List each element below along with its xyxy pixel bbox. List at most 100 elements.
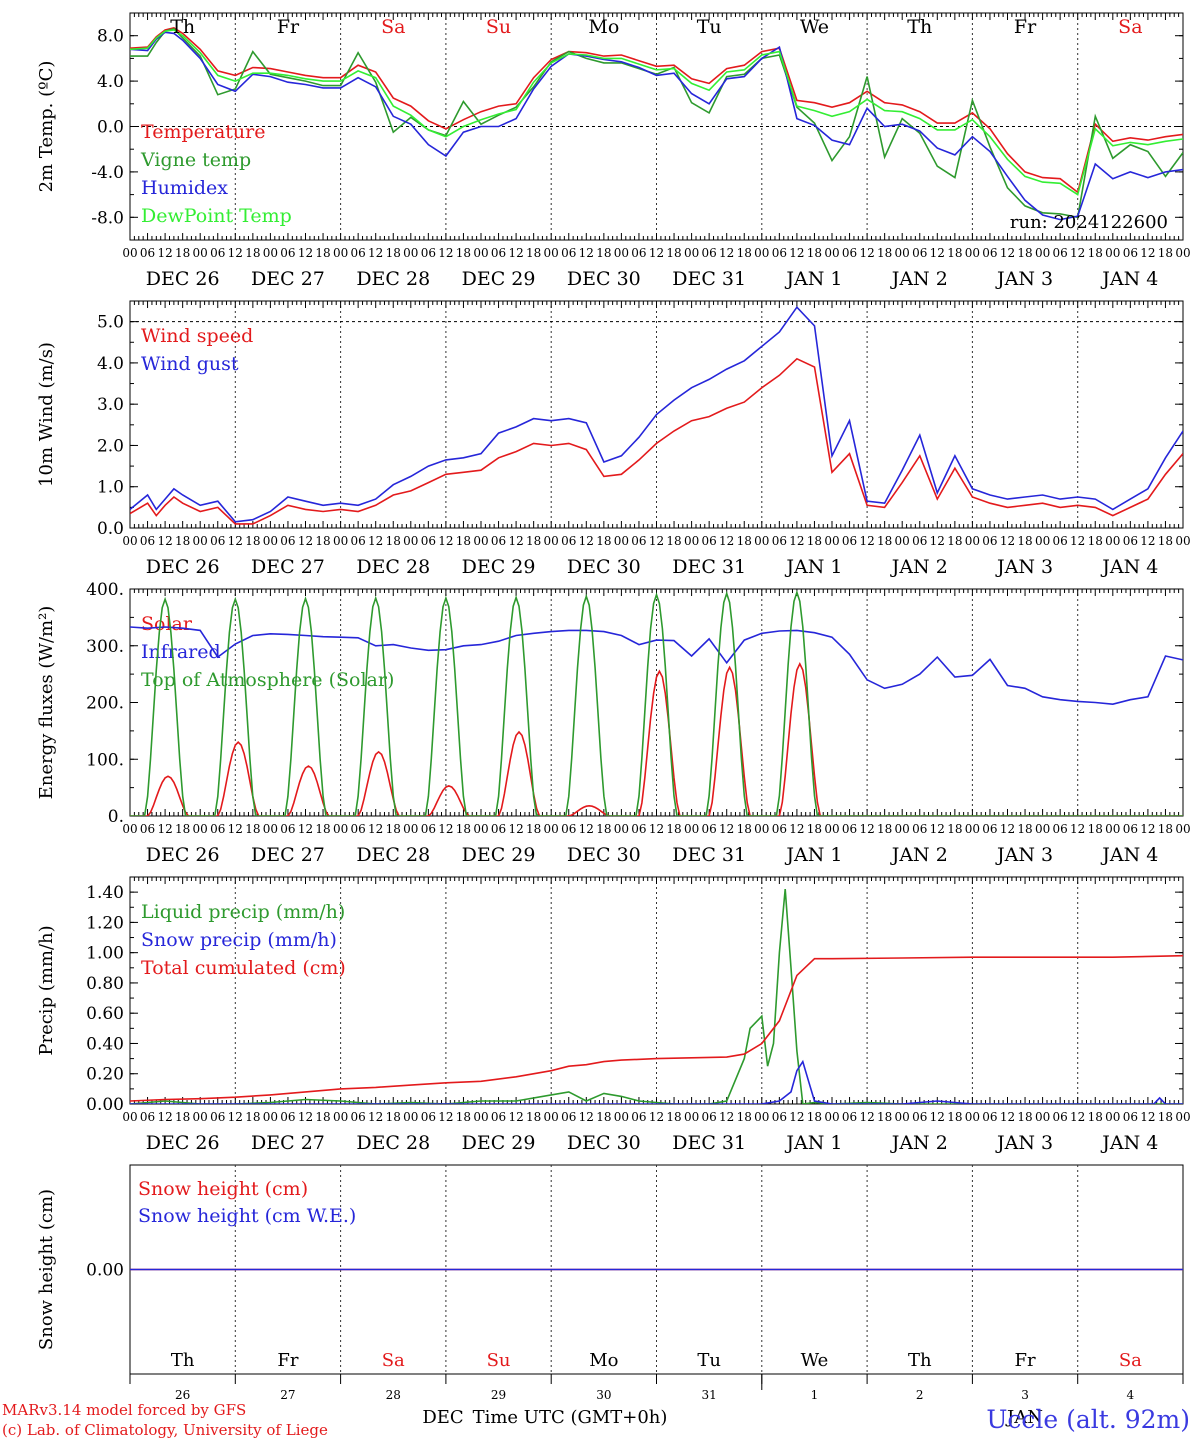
x-tick-label: 00 <box>263 1110 278 1124</box>
x-tick-label: 06 <box>631 246 646 260</box>
date-label: DEC 26 <box>146 268 220 290</box>
x-tick-label: 00 <box>473 534 488 548</box>
x-tick-label: 00 <box>544 1110 559 1124</box>
legend-entry: Wind gust <box>141 353 239 375</box>
y-tick-label: 1.0 <box>97 478 124 498</box>
x-tick-label: 12 <box>649 822 664 836</box>
y-tick-label: 0.80 <box>86 974 124 994</box>
date-label: DEC 29 <box>462 1132 536 1154</box>
x-tick-label: 00 <box>403 822 418 836</box>
x-tick-label: 06 <box>702 534 717 548</box>
x-tick-label: 18 <box>596 534 611 548</box>
x-tick-label: 06 <box>561 822 576 836</box>
x-tick-label: 18 <box>245 246 260 260</box>
date-label: JAN 2 <box>890 844 948 866</box>
x-tick-label: 00 <box>1175 246 1190 260</box>
x-tick-label: 12 <box>579 534 594 548</box>
y-tick-label: 0.60 <box>86 1004 124 1024</box>
series-line-total-cumulated-cm <box>130 954 1183 1102</box>
weekday-label: Fr <box>277 1350 298 1371</box>
weekday-label: Fr <box>277 16 300 38</box>
x-tick-label: 06 <box>1123 246 1138 260</box>
x-tick-label: 18 <box>315 534 330 548</box>
x-tick-label: 18 <box>456 534 471 548</box>
x-tick-label: 00 <box>754 1110 769 1124</box>
x-tick-label: 12 <box>157 534 172 548</box>
x-tick-label: 06 <box>351 1110 366 1124</box>
date-label: DEC 30 <box>567 556 641 578</box>
x-tick-label: 00 <box>1105 1110 1120 1124</box>
x-tick-label: 00 <box>403 1110 418 1124</box>
series-line-wind-speed <box>130 357 1183 525</box>
panel-3: 00 06 12 18 00 06 12 18 00 06 12 18 00 06 12 18 00 06 12 18… <box>36 580 1191 866</box>
x-tick-label: 18 <box>1158 822 1173 836</box>
y-tick-label: 0.00 <box>86 1095 124 1115</box>
weekday-label: Mo <box>589 1350 618 1371</box>
x-tick-label: 06 <box>140 822 155 836</box>
x-tick-label: 18 <box>1158 246 1173 260</box>
legend-entry: Snow height (cm) <box>138 1178 308 1200</box>
x-tick-label: 06 <box>772 534 787 548</box>
x-tick-label: 18 <box>456 822 471 836</box>
x-tick-label: 06 <box>982 534 997 548</box>
legend-entry: Infrared <box>141 641 221 663</box>
date-label: DEC 26 <box>146 844 220 866</box>
x-tick-label: 00 <box>614 822 629 836</box>
x-tick-label: 12 <box>438 1110 453 1124</box>
y-tick-label: 300. <box>86 637 124 657</box>
day-number-label: 31 <box>702 1388 717 1402</box>
x-tick-label: 12 <box>1000 246 1015 260</box>
date-label: JAN 2 <box>890 268 948 290</box>
x-tick-label: 00 <box>895 822 910 836</box>
footer-model-credit: MARv3.14 model forced by GFS <box>2 1401 246 1419</box>
x-tick-label: 00 <box>193 1110 208 1124</box>
x-tick-label: 00 <box>754 246 769 260</box>
x-tick-label: 12 <box>298 822 313 836</box>
x-tick-label: 00 <box>684 1110 699 1124</box>
x-tick-label: 06 <box>1123 534 1138 548</box>
x-tick-label: 18 <box>526 534 541 548</box>
x-tick-label: 12 <box>1000 1110 1015 1124</box>
weekday-label: Su <box>486 16 511 38</box>
x-tick-label: 00 <box>754 822 769 836</box>
x-tick-label: 00 <box>544 822 559 836</box>
x-tick-label: 18 <box>666 822 681 836</box>
y-tick-label: -4.0 <box>91 163 124 183</box>
x-tick-label: 12 <box>649 1110 664 1124</box>
x-tick-label: 06 <box>491 534 506 548</box>
y-tick-label: 1.00 <box>86 944 124 964</box>
x-tick-label: 18 <box>456 1110 471 1124</box>
x-tick-label: 06 <box>772 1110 787 1124</box>
x-tick-label: 00 <box>1105 246 1120 260</box>
x-tick-label: 12 <box>1140 822 1155 836</box>
x-tick-label: 06 <box>210 534 225 548</box>
date-label: JAN 3 <box>995 268 1053 290</box>
legend-entry: Snow height (cm W.E.) <box>138 1205 356 1227</box>
x-tick-label: 00 <box>1175 822 1190 836</box>
day-number-label: 4 <box>1127 1388 1135 1402</box>
y-axis-label: 10m Wind (m/s) <box>36 342 57 487</box>
legend-entry: Total cumulated (cm) <box>141 957 346 979</box>
x-tick-label: 06 <box>842 534 857 548</box>
x-tick-label: 00 <box>965 822 980 836</box>
x-tick-label: 06 <box>1053 1110 1068 1124</box>
weekday-label: Th <box>907 16 932 38</box>
day-number-label: 2 <box>916 1388 924 1402</box>
x-tick-label: 00 <box>473 1110 488 1124</box>
x-tick-label: 12 <box>1140 246 1155 260</box>
date-label: DEC 27 <box>251 268 325 290</box>
x-tick-label: 06 <box>1123 822 1138 836</box>
x-tick-label: 12 <box>930 822 945 836</box>
x-tick-label: 00 <box>403 534 418 548</box>
x-tick-label: 06 <box>351 246 366 260</box>
x-tick-label: 12 <box>719 1110 734 1124</box>
y-tick-label: 5.0 <box>97 313 124 333</box>
x-tick-label: 06 <box>280 822 295 836</box>
legend-entry: Humidex <box>141 177 228 199</box>
date-label: DEC 30 <box>567 1132 641 1154</box>
y-axis-label: 2m Temp. (ºC) <box>36 61 57 193</box>
weekday-label: Tu <box>697 1350 721 1371</box>
x-tick-label: 12 <box>508 534 523 548</box>
x-tick-label: 18 <box>175 822 190 836</box>
x-tick-label: 18 <box>386 822 401 836</box>
